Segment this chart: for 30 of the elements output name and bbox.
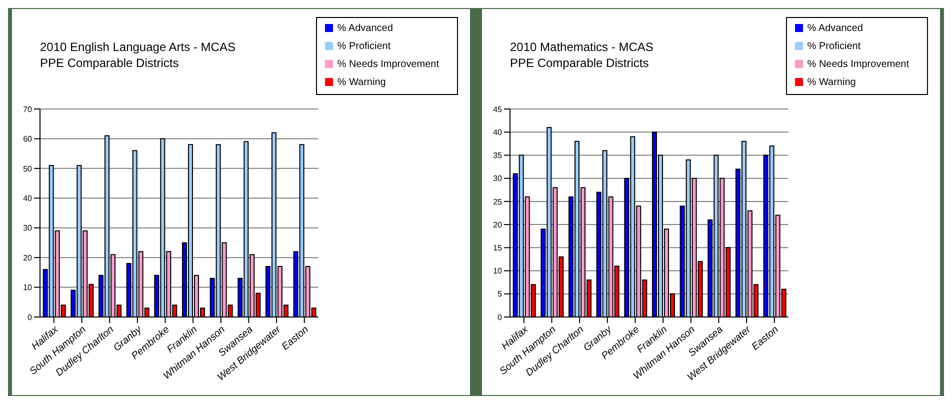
y-tick-label: 30 [493, 174, 503, 184]
y-tick-label: 35 [493, 151, 503, 160]
legend-label: % Warning [807, 77, 856, 88]
y-tick-label: 5 [498, 290, 503, 299]
y-tick-label: 40 [23, 194, 33, 203]
y-tick-label: 0 [498, 312, 503, 322]
legend-label: % Advanced [807, 23, 863, 34]
y-tick-label: 25 [493, 197, 503, 206]
chart-title: 2010 Mathematics - MCAS [510, 39, 654, 55]
legend-label: % Needs Improvement [337, 59, 439, 70]
legend-label: % Proficient [337, 41, 391, 52]
chart-subtitle: PPE Comparable Districts [40, 55, 180, 71]
chart-subtitle: PPE Comparable Districts [510, 55, 650, 71]
y-tick-label: 20 [493, 220, 503, 230]
legend-label: % Proficient [807, 41, 861, 52]
legend-label: % Warning [337, 77, 386, 88]
y-tick-label: 70 [23, 104, 33, 114]
y-tick-label: 20 [23, 253, 33, 262]
y-tick-label: 10 [493, 266, 503, 276]
y-tick-label: 60 [23, 134, 33, 144]
y-tick-label: 15 [493, 244, 503, 253]
y-tick-label: 30 [23, 224, 33, 233]
legend-label: % Advanced [337, 23, 393, 34]
chart-title: 2010 English Language Arts - MCAS [40, 39, 236, 55]
y-tick-label: 10 [23, 283, 33, 292]
legend-label: % Needs Improvement [807, 59, 909, 70]
y-tick-label: 40 [493, 128, 503, 137]
y-tick-label: 50 [23, 164, 33, 174]
y-tick-label: 45 [493, 104, 503, 114]
y-tick-label: 0 [28, 312, 33, 322]
